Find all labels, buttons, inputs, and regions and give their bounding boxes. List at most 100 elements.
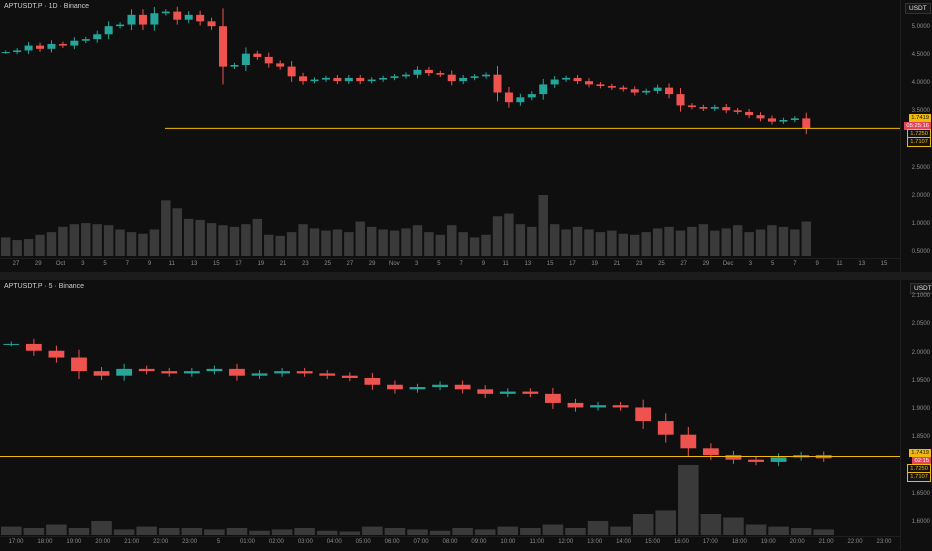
candle-body (642, 90, 651, 93)
time-tick: 3 (414, 261, 419, 267)
volume-bar (584, 229, 594, 256)
currency-button[interactable]: USDT (905, 3, 931, 14)
candle-body (802, 118, 811, 129)
volume-bar (378, 229, 388, 256)
candle-body (104, 26, 113, 35)
candle-body (116, 368, 133, 376)
candle-body (657, 421, 674, 435)
volume-bar (46, 232, 57, 256)
candle-body (321, 77, 330, 80)
time-axis[interactable]: 27 29 Oct 3 5 7 9 11 13 15 17 19 21 23 25 27 29 Nov 3 5 7 9 11… (0, 258, 900, 273)
volume-bar (138, 233, 148, 256)
candle-body (379, 77, 388, 80)
volume-bar (271, 529, 293, 535)
candle-body (470, 76, 479, 78)
price-axis[interactable]: 2.10002.05002.00001.95001.90001.85001.80… (900, 280, 932, 550)
time-tick: 19:00 (760, 539, 776, 545)
price-tick: 5.0000 (911, 24, 930, 30)
volume-bar (339, 531, 361, 535)
candle-body (36, 45, 45, 49)
time-tick: 25 (324, 261, 331, 267)
candle-body (527, 94, 536, 98)
candle-body (70, 40, 79, 46)
time-tick: 11 (168, 261, 175, 267)
volume-bar (204, 529, 225, 535)
candle-body (251, 373, 268, 376)
daily-chart-title: APTUSDT.P · 1D · Binance (4, 3, 90, 10)
candle-body (725, 455, 742, 460)
candle-body (219, 26, 228, 67)
candle-body (550, 79, 559, 85)
volume-bar (389, 230, 400, 256)
daily-chart-canvas[interactable] (0, 0, 932, 272)
volume-bar (778, 226, 789, 256)
time-tick: 23 (301, 261, 309, 267)
candle-body (767, 118, 776, 122)
candle-body (665, 87, 674, 95)
volume-bar (23, 239, 34, 256)
price-tag: 05:25:16 (904, 122, 931, 131)
volume-bar (366, 226, 377, 256)
volume-bar (607, 230, 617, 256)
volume-bar (195, 219, 205, 256)
candle-body (161, 11, 170, 14)
time-tick: 5 (437, 261, 441, 267)
volume-bar (355, 221, 365, 256)
volume-bar (172, 208, 182, 256)
price-tick: 1.6500 (911, 490, 930, 497)
currency-button[interactable]: USDT (910, 283, 932, 294)
intraday-chart-canvas[interactable] (0, 280, 932, 550)
volume-bar (332, 229, 343, 256)
time-tick: 15 (880, 261, 888, 267)
volume-bar (481, 234, 491, 256)
time-tick: 05:00 (355, 539, 371, 545)
volume-bar (103, 225, 114, 256)
candle-body (454, 384, 471, 390)
volume-bar (664, 226, 674, 256)
candle-body (296, 371, 313, 374)
price-axis[interactable]: 5.00004.50004.00003.50003.00002.50002.00… (900, 0, 932, 272)
candle-body (635, 407, 652, 422)
daily-chart-pane[interactable]: APTUSDT.P · 1D · Binance USDT 5.0000 4.50… (0, 0, 932, 272)
intraday-chart-pane[interactable]: APTUSDT.P · 5 · Binance USDT 2.1000 2.050… (0, 280, 932, 550)
time-tick: 01:00 (239, 539, 255, 545)
price-tick: 4.0000 (911, 80, 930, 87)
time-tick: 21:00 (818, 539, 834, 545)
volume-bar (520, 528, 541, 535)
price-tick: 1.9500 (911, 377, 930, 384)
candle-body (499, 391, 516, 394)
volume-bar (264, 234, 274, 256)
candle-body (401, 74, 411, 77)
time-tick: 03:00 (297, 539, 313, 545)
volume-bar (435, 234, 446, 256)
time-tick: 27 (12, 261, 20, 267)
time-tick: 20:00 (95, 539, 111, 545)
candle-body (459, 77, 468, 82)
volume-bar (700, 514, 722, 535)
candle-body (150, 13, 159, 25)
time-axis[interactable]: 17:00 18:00 19:00 20:00 21:00 22:00 23:00 5 01:0… (0, 536, 900, 551)
time-tick: 9 (481, 261, 486, 267)
volume-bar (286, 232, 297, 256)
candle-body (447, 74, 456, 82)
volume-bar (655, 510, 677, 535)
volume-bar (115, 229, 125, 256)
volume-bar (678, 465, 699, 535)
pane-divider[interactable] (0, 272, 932, 280)
candle-body (276, 63, 285, 67)
candle-body (367, 79, 376, 82)
time-tick: 27 (680, 261, 688, 267)
candle-body (356, 77, 365, 82)
volume-bar (126, 232, 137, 256)
volume-bar (732, 225, 743, 256)
time-tick: 17 (235, 261, 242, 267)
volume-bar (630, 234, 640, 256)
volume-bar (69, 224, 80, 256)
time-tick: 7 (793, 261, 797, 267)
volume-bar (158, 528, 180, 535)
candle-body (745, 111, 754, 116)
candle-body (545, 393, 561, 403)
candle-body (619, 87, 628, 90)
candle-body (687, 105, 696, 108)
volume-bar (249, 530, 270, 535)
